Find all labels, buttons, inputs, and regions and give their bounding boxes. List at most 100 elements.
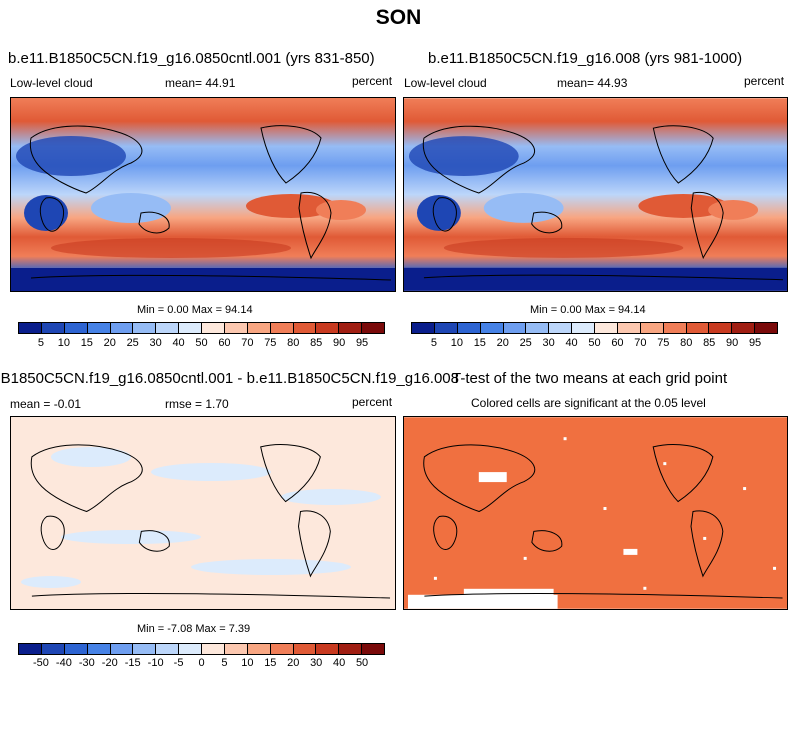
colorbar-tick-label: 5 [430, 337, 437, 349]
colorbar-tick-label: 95 [355, 337, 369, 349]
colorbar-swatch [64, 323, 88, 333]
colorbar-tick-label: 85 [310, 337, 323, 349]
panel3-mean-label: mean = -0.01 [10, 397, 82, 411]
panel3-stats: Min = -7.08 Max = 7.39 [137, 623, 251, 635]
colorbar-swatch [362, 323, 384, 333]
colorbar-swatch [339, 323, 363, 333]
panel4-map [403, 416, 788, 610]
panel3-colorbar [18, 643, 385, 655]
colorbar-swatch [179, 644, 202, 654]
colorbar-tick-label: 15 [80, 337, 93, 349]
panel1-colorbar-ticks: 5 10 15 20 25 30 40 50 60 70 75 80 85 90 95 [18, 337, 385, 351]
colorbar-tick-label: 25 [126, 337, 139, 349]
panel2-units-label: percent [744, 74, 785, 88]
colorbar-tick-label: 60 [611, 337, 624, 349]
colorbar-swatch [709, 323, 733, 333]
colorbar-swatch [179, 323, 202, 333]
colorbar-swatch [224, 644, 248, 654]
colorbar-swatch [110, 644, 134, 654]
colorbar-tick-label: -10 [147, 657, 164, 669]
colorbar-tick-label: 80 [680, 337, 693, 349]
colorbar-swatch [339, 644, 363, 654]
colorbar-tick-label: 10 [450, 337, 463, 349]
colorbar-swatch [156, 644, 180, 654]
colorbar-swatch [293, 644, 317, 654]
colorbar-tick-label: 30 [149, 337, 162, 349]
panel1-title: b.e11.B1850C5CN.f19_g16.0850cntl.001 (yr… [8, 50, 375, 67]
panel1-coastlines [29, 125, 392, 281]
colorbar-swatch [549, 323, 573, 333]
panel1-cloud-field [11, 98, 395, 291]
colorbar-tick-label: 0 [198, 657, 205, 669]
colorbar-tick-label: 50 [195, 337, 208, 349]
colorbar-swatch [732, 323, 756, 333]
panel2-stats: Min = 0.00 Max = 94.14 [530, 304, 646, 316]
colorbar-swatch [110, 323, 134, 333]
colorbar-tick-label: -30 [78, 657, 95, 669]
significant-cells [404, 417, 787, 609]
colorbar-swatch [270, 323, 294, 333]
colorbar-swatch [503, 323, 527, 333]
colorbar-tick-label: 5 [221, 657, 228, 669]
colorbar-swatch [572, 323, 595, 333]
colorbar-tick-label: -5 [173, 657, 184, 669]
colorbar-tick-label: 25 [519, 337, 532, 349]
colorbar-tick-label: 60 [218, 337, 231, 349]
panel2-variable-label: Low-level cloud [404, 76, 487, 90]
colorbar-swatch [457, 323, 481, 333]
panel1-colorbar [18, 322, 385, 334]
colorbar-swatch [133, 644, 157, 654]
panel2-title: b.e11.B1850C5CN.f19_g16.008 (yrs 981-100… [428, 50, 743, 67]
colorbar-tick-label: 90 [726, 337, 739, 349]
colorbar-tick-label: 40 [333, 657, 346, 669]
colorbar-tick-label: 10 [57, 337, 70, 349]
panel2-colorbar-ticks: 5 10 15 20 25 30 40 50 60 70 75 80 85 90 95 [411, 337, 778, 351]
non-significant-cells [407, 437, 777, 609]
colorbar-tick-label: 15 [264, 657, 277, 669]
panel1-map [10, 97, 396, 292]
panel2-coastlines [422, 125, 784, 281]
colorbar-tick-label: 80 [287, 337, 300, 349]
panel3-colorbar-ticks: -50 -40 -30 -20 -15 -10 -5 0 5 10 15 20 30 40 50 [18, 657, 385, 671]
colorbar-swatch [686, 323, 710, 333]
colorbar-swatch [156, 323, 180, 333]
colorbar-swatch [202, 644, 225, 654]
colorbar-swatch [316, 323, 340, 333]
panel3-units-label: percent [352, 395, 393, 409]
panel3-difference-field [11, 417, 395, 609]
colorbar-swatch [526, 323, 550, 333]
colorbar-tick-label: 40 [565, 337, 578, 349]
colorbar-swatch [247, 323, 271, 333]
panel2-colorbar [411, 322, 778, 334]
colorbar-swatch [412, 323, 435, 333]
panel3-map [10, 416, 396, 610]
colorbar-swatch [595, 323, 618, 333]
colorbar-tick-label: 30 [310, 657, 323, 669]
colorbar-tick-label: -20 [101, 657, 118, 669]
panel1-variable-label: Low-level cloud [10, 76, 93, 90]
colorbar-swatch [64, 644, 88, 654]
colorbar-tick-label: 85 [703, 337, 716, 349]
colorbar-tick-label: 20 [287, 657, 300, 669]
colorbar-tick-label: 5 [37, 337, 44, 349]
colorbar-tick-label: 20 [496, 337, 509, 349]
colorbar-swatch [480, 323, 504, 333]
colorbar-swatch [640, 323, 664, 333]
panel4-coastlines [423, 444, 783, 599]
colorbar-tick-label: 40 [172, 337, 185, 349]
panel3-coastlines [30, 444, 391, 599]
colorbar-swatch [293, 323, 317, 333]
panel2-map [403, 97, 788, 292]
panel3-title: b.e11.B1850C5CN.f19_g16.0850cntl.001 - b… [0, 370, 459, 387]
colorbar-tick-label: -40 [55, 657, 72, 669]
colorbar-swatch [19, 644, 42, 654]
colorbar-tick-label: 70 [241, 337, 254, 349]
colorbar-swatch [41, 323, 65, 333]
colorbar-tick-label: 95 [748, 337, 762, 349]
colorbar-swatch [434, 323, 458, 333]
colorbar-swatch [224, 323, 248, 333]
colorbar-tick-label: 75 [264, 337, 277, 349]
colorbar-swatch [270, 644, 294, 654]
colorbar-swatch [87, 323, 111, 333]
colorbar-tick-label: 75 [657, 337, 670, 349]
